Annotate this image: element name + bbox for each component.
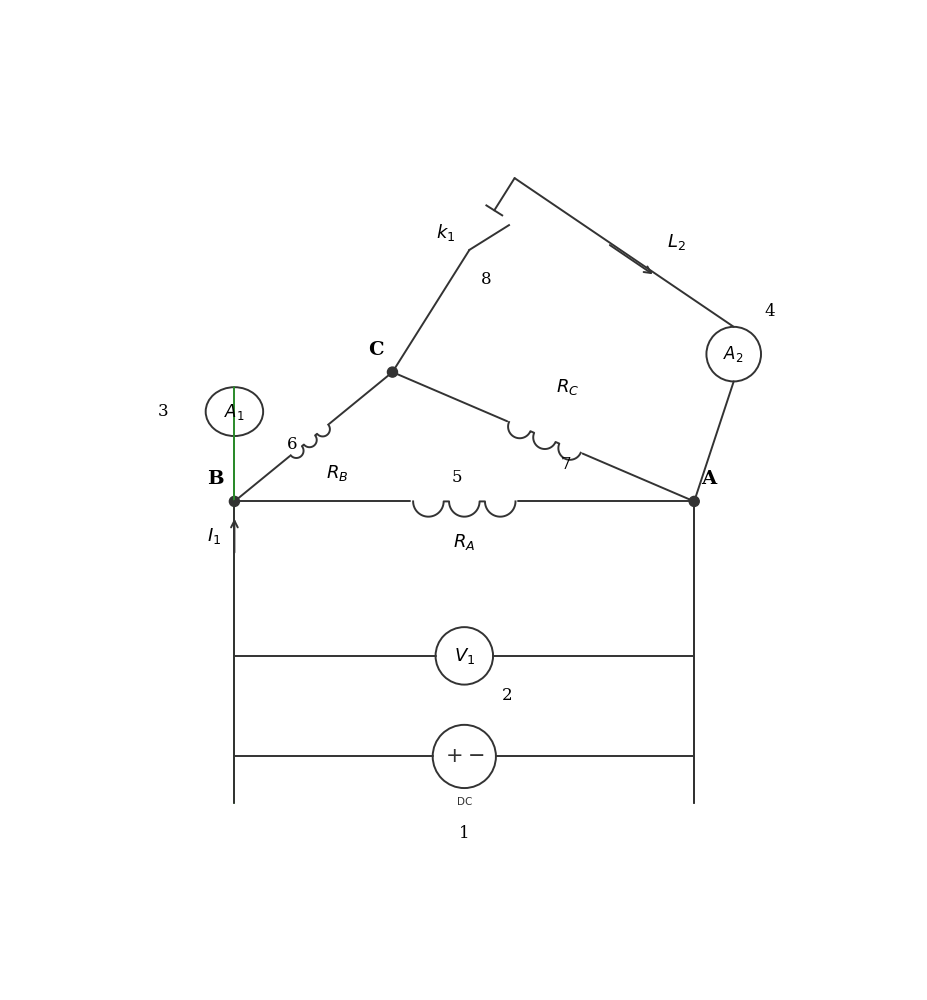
- Text: 6: 6: [287, 436, 298, 453]
- Text: 4: 4: [765, 303, 775, 320]
- Text: −: −: [468, 746, 486, 766]
- Text: 5: 5: [451, 469, 463, 486]
- Circle shape: [387, 367, 398, 377]
- Circle shape: [229, 496, 239, 506]
- Text: $R_C$: $R_C$: [556, 377, 579, 397]
- Text: C: C: [368, 341, 384, 359]
- Text: 8: 8: [481, 271, 492, 288]
- Text: $k_1$: $k_1$: [436, 222, 455, 243]
- Text: $A_1$: $A_1$: [224, 402, 245, 422]
- Text: 1: 1: [459, 825, 470, 842]
- Text: $V_1$: $V_1$: [453, 646, 475, 666]
- Text: $L_2$: $L_2$: [667, 232, 686, 252]
- Text: 7: 7: [560, 456, 571, 473]
- Text: DC: DC: [457, 797, 472, 807]
- Text: 2: 2: [502, 687, 513, 704]
- Text: $R_A$: $R_A$: [453, 532, 476, 552]
- Text: A: A: [702, 470, 717, 488]
- Text: 3: 3: [158, 403, 168, 420]
- Text: $R_B$: $R_B$: [325, 463, 348, 483]
- Text: +: +: [445, 746, 463, 766]
- Text: $I_1$: $I_1$: [208, 526, 222, 546]
- Circle shape: [689, 496, 699, 506]
- Text: $A_2$: $A_2$: [723, 344, 744, 364]
- Text: B: B: [207, 470, 223, 488]
